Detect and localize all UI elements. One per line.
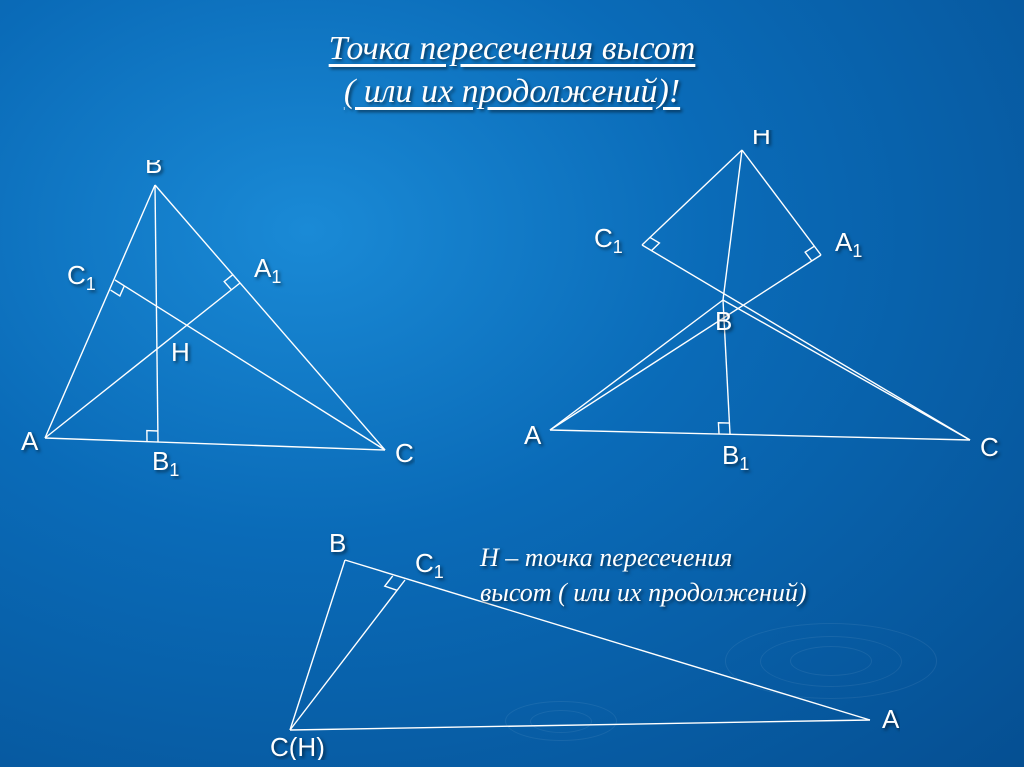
title-line-2: ( или их продолжений)!: [344, 73, 680, 110]
diagram-acute-triangle: А В С А1 В1 С1 Н: [15, 160, 415, 480]
svg-text:С: С: [395, 438, 414, 468]
slide: Точка пересечения высот ( или их продолж…: [0, 0, 1024, 767]
diagram-obtuse-triangle: А В С А1 В1 С1 Н: [490, 130, 1010, 490]
svg-text:С1: С1: [415, 548, 444, 582]
title-line-1: Точка пересечения высот: [329, 30, 696, 67]
svg-text:А1: А1: [254, 253, 281, 287]
svg-text:В: В: [329, 530, 346, 558]
caption-line-1: Н – точка пересечения: [480, 543, 732, 572]
orthocenter-caption: Н – точка пересечения высот ( или их про…: [480, 540, 807, 610]
svg-text:С1: С1: [594, 223, 623, 257]
svg-text:С: С: [980, 432, 999, 462]
slide-title: Точка пересечения высот ( или их продолж…: [0, 28, 1024, 113]
svg-text:Н: Н: [171, 337, 190, 367]
svg-text:В: В: [715, 306, 732, 336]
svg-text:С(Н): С(Н): [270, 732, 325, 760]
svg-text:А: А: [882, 704, 900, 734]
svg-text:С1: С1: [67, 260, 96, 294]
svg-text:В1: В1: [152, 446, 179, 480]
caption-line-2: высот ( или их продолжений): [480, 578, 807, 607]
svg-text:В1: В1: [722, 440, 749, 474]
svg-text:А1: А1: [835, 227, 862, 261]
svg-text:Н: Н: [752, 130, 771, 150]
svg-text:А: А: [524, 420, 542, 450]
svg-text:В: В: [145, 160, 162, 179]
svg-text:А: А: [21, 426, 39, 456]
